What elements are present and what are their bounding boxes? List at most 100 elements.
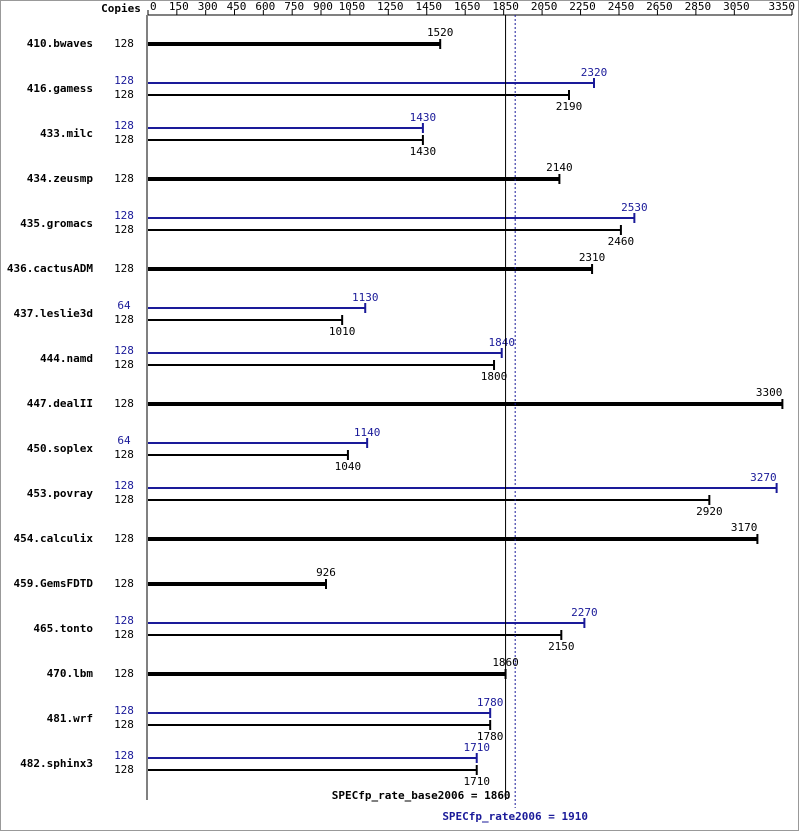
bar — [148, 94, 570, 96]
copies-label: 128 — [114, 763, 134, 776]
bar — [148, 769, 477, 771]
bar — [148, 622, 585, 624]
copies-label: 128 — [114, 223, 134, 236]
value-label: 2150 — [548, 640, 575, 653]
copies-label: 128 — [114, 614, 134, 627]
bar — [148, 402, 783, 406]
category-label: 434.zeusmp — [27, 172, 94, 185]
category-label: 453.povray — [27, 487, 94, 500]
category-label: 454.calculix — [14, 532, 94, 545]
category-label: 444.namd — [40, 352, 93, 365]
x-tick-label: 3350 — [769, 0, 796, 13]
bar — [148, 352, 502, 354]
x-tick-label: 1250 — [377, 0, 404, 13]
value-label: 2460 — [608, 235, 635, 248]
value-label: 2310 — [579, 251, 606, 264]
copies-label: 128 — [114, 37, 134, 50]
category-label: 450.soplex — [27, 442, 94, 455]
x-tick-label: 750 — [284, 0, 304, 13]
bar — [148, 229, 621, 231]
category-label: 447.dealII — [27, 397, 93, 410]
x-tick-label: 2850 — [685, 0, 712, 13]
value-label: 1140 — [354, 426, 381, 439]
category-label: 459.GemsFDTD — [14, 577, 94, 590]
value-label: 1130 — [352, 291, 379, 304]
x-tick-label: 300 — [198, 0, 218, 13]
category-label: 482.sphinx3 — [20, 757, 93, 770]
bar — [148, 499, 710, 501]
copies-label: 128 — [114, 718, 134, 731]
value-label: 2140 — [546, 161, 573, 174]
copies-label: 128 — [114, 209, 134, 222]
bar — [148, 672, 506, 676]
x-tick-label: 2450 — [608, 0, 635, 13]
category-label: 465.tonto — [33, 622, 93, 635]
copies-label: 128 — [114, 397, 134, 410]
copies-header: Copies — [101, 2, 141, 15]
copies-label: 128 — [114, 344, 134, 357]
value-label: 3170 — [731, 521, 758, 534]
copies-label: 128 — [114, 88, 134, 101]
x-tick-label: 2050 — [531, 0, 558, 13]
copies-label: 128 — [114, 704, 134, 717]
bar — [148, 724, 491, 726]
copies-label: 128 — [114, 493, 134, 506]
category-label: 433.milc — [40, 127, 93, 140]
copies-label: 128 — [114, 262, 134, 275]
x-tick-label: 600 — [255, 0, 275, 13]
bar — [148, 139, 423, 141]
value-label: 1710 — [463, 741, 490, 754]
bar — [148, 127, 423, 129]
copies-label: 128 — [114, 628, 134, 641]
copies-label: 128 — [114, 74, 134, 87]
x-tick-label: 1650 — [454, 0, 481, 13]
category-label: 481.wrf — [47, 712, 93, 725]
x-tick-label: 1050 — [339, 0, 366, 13]
copies-label: 64 — [117, 434, 131, 447]
bar — [148, 82, 594, 84]
category-label: 416.gamess — [27, 82, 93, 95]
bar — [148, 442, 368, 444]
copies-label: 128 — [114, 172, 134, 185]
value-label: 3270 — [750, 471, 777, 484]
value-label: 1840 — [488, 336, 515, 349]
value-label: 1800 — [481, 370, 508, 383]
x-tick-label: 1850 — [492, 0, 519, 13]
bar — [148, 757, 477, 759]
bar — [148, 267, 593, 271]
copies-label: 128 — [114, 479, 134, 492]
value-label: 1430 — [410, 145, 437, 158]
copies-label: 128 — [114, 358, 134, 371]
value-label: 926 — [316, 566, 336, 579]
value-label: 1430 — [410, 111, 437, 124]
bar — [148, 454, 348, 456]
category-label: 437.leslie3d — [14, 307, 93, 320]
x-tick-label: 900 — [313, 0, 333, 13]
bar — [148, 177, 560, 181]
value-label: 1780 — [477, 696, 504, 709]
x-tick-label: 150 — [169, 0, 189, 13]
copies-label: 128 — [114, 119, 134, 132]
x-tick-label: 450 — [227, 0, 247, 13]
bar — [148, 42, 441, 46]
bar — [148, 537, 758, 541]
reference-label: SPECfp_rate_base2006 = 1860 — [332, 789, 511, 802]
bar — [148, 712, 491, 714]
value-label: 2190 — [556, 100, 583, 113]
category-label: 435.gromacs — [20, 217, 93, 230]
x-tick-label: 0 — [150, 0, 157, 13]
value-label: 1710 — [463, 775, 490, 788]
bar — [148, 634, 562, 636]
value-label: 2270 — [571, 606, 598, 619]
x-tick-label: 2650 — [646, 0, 673, 13]
copies-label: 128 — [114, 577, 134, 590]
value-label: 3300 — [756, 386, 783, 399]
value-label: 1780 — [477, 730, 504, 743]
copies-label: 128 — [114, 313, 134, 326]
bar — [148, 217, 635, 219]
bar — [148, 307, 366, 309]
bar — [148, 319, 343, 321]
